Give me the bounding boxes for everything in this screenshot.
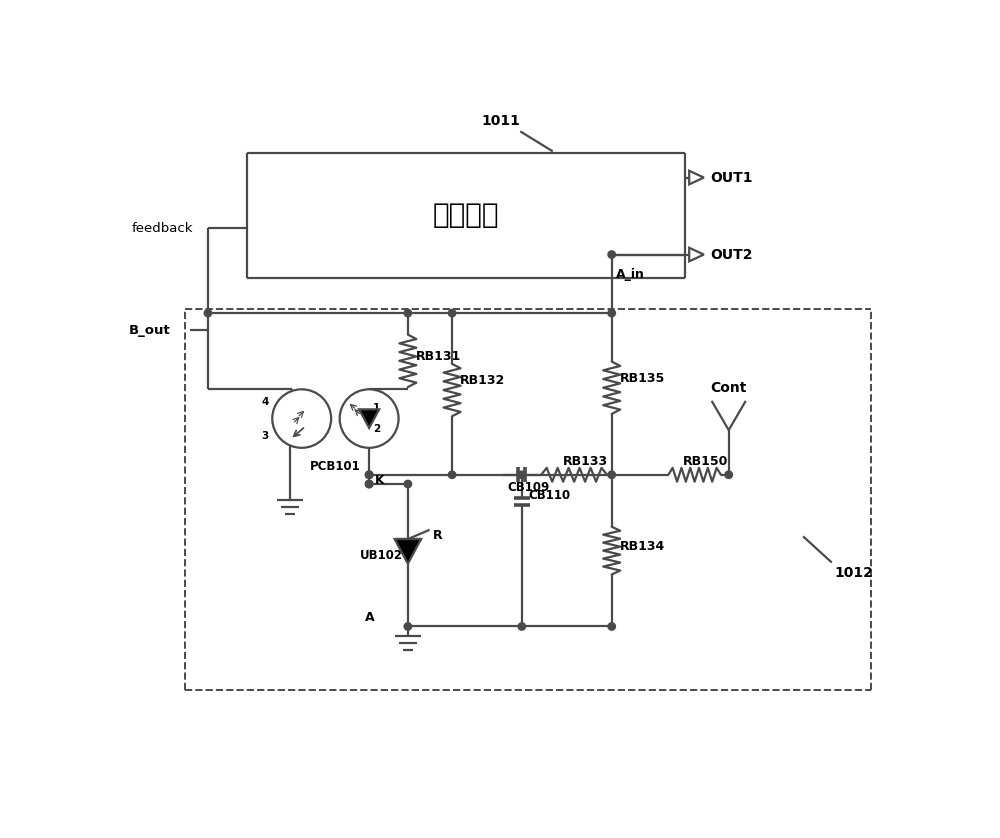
Text: Cont: Cont <box>711 380 747 395</box>
Text: RB133: RB133 <box>562 455 608 468</box>
Text: 1012: 1012 <box>834 566 873 580</box>
Circle shape <box>365 480 373 488</box>
Circle shape <box>404 309 412 317</box>
Text: 供电电路: 供电电路 <box>433 201 499 230</box>
Text: A: A <box>365 611 375 623</box>
Circle shape <box>340 390 399 447</box>
Circle shape <box>518 623 526 630</box>
Circle shape <box>608 623 615 630</box>
Circle shape <box>272 390 331 447</box>
Text: RB132: RB132 <box>460 375 505 387</box>
Text: RB131: RB131 <box>416 350 461 364</box>
Text: CB109: CB109 <box>508 481 550 494</box>
Text: A_in: A_in <box>616 268 645 281</box>
Circle shape <box>365 471 373 478</box>
Circle shape <box>365 471 373 478</box>
Text: 3: 3 <box>261 431 268 441</box>
Polygon shape <box>359 409 379 428</box>
Polygon shape <box>689 171 704 184</box>
Text: RB134: RB134 <box>619 541 665 553</box>
Text: K: K <box>375 474 385 488</box>
Text: CB110: CB110 <box>528 489 570 502</box>
Text: RB150: RB150 <box>683 455 728 468</box>
Text: RB135: RB135 <box>619 372 665 385</box>
Circle shape <box>608 471 615 478</box>
Circle shape <box>518 471 526 478</box>
Text: R: R <box>433 530 442 542</box>
Circle shape <box>448 471 456 478</box>
Polygon shape <box>395 539 421 564</box>
Text: 2: 2 <box>373 424 380 434</box>
Text: OUT1: OUT1 <box>710 171 753 184</box>
Circle shape <box>608 309 615 317</box>
Text: 4: 4 <box>261 396 268 406</box>
Text: OUT2: OUT2 <box>710 247 753 261</box>
Text: PCB101: PCB101 <box>310 460 361 473</box>
Text: 1011: 1011 <box>481 114 520 127</box>
Circle shape <box>365 480 373 488</box>
Polygon shape <box>689 248 704 261</box>
Circle shape <box>448 309 456 317</box>
Text: UB102: UB102 <box>360 549 403 561</box>
Circle shape <box>204 309 212 317</box>
Circle shape <box>404 623 412 630</box>
Text: B_out: B_out <box>129 323 171 337</box>
Text: feedback: feedback <box>131 222 193 235</box>
Circle shape <box>404 480 412 488</box>
Text: 1: 1 <box>373 403 380 413</box>
Circle shape <box>608 251 615 258</box>
Circle shape <box>725 471 732 478</box>
